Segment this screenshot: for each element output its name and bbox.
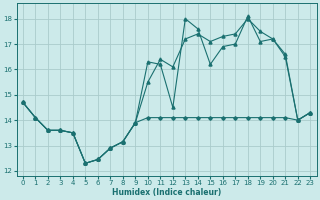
X-axis label: Humidex (Indice chaleur): Humidex (Indice chaleur) — [112, 188, 221, 197]
